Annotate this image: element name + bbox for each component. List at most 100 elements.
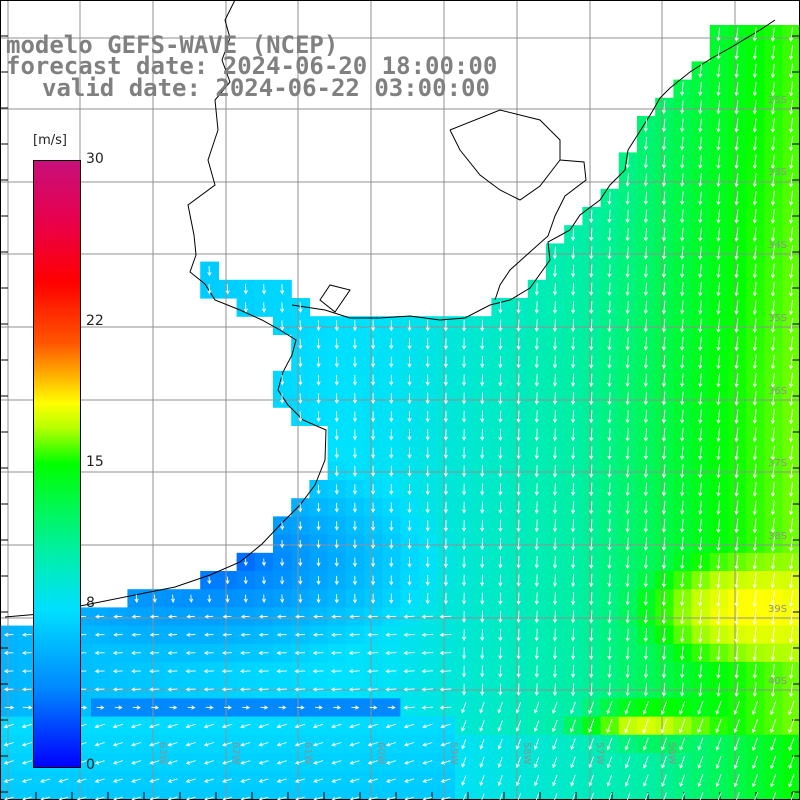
wind-arrow	[407, 593, 412, 605]
wind-arrow	[407, 356, 412, 368]
wind-arrow	[94, 632, 105, 637]
wind-arrow	[425, 483, 430, 496]
wind-arrow	[624, 737, 631, 751]
wind-arrow	[789, 190, 794, 206]
wind-arrow	[716, 154, 721, 170]
wind-arrow	[334, 465, 339, 477]
wind-arrow	[607, 646, 612, 661]
wind-arrow	[243, 284, 248, 295]
wind-arrow	[625, 519, 630, 533]
wind-arrow	[716, 409, 721, 425]
wind-arrow	[789, 354, 794, 370]
wind-arrow	[352, 393, 357, 405]
latitude-label: 33S	[768, 167, 787, 178]
wind-arrow	[280, 576, 285, 585]
wind-arrow	[240, 778, 251, 783]
wind-arrow	[589, 319, 594, 333]
wind-arrow	[439, 650, 452, 656]
wind-arrow	[607, 537, 612, 551]
wind-arrow	[752, 737, 759, 751]
wind-arrow	[643, 191, 648, 206]
wind-arrow	[770, 427, 776, 443]
wind-arrow	[58, 778, 69, 783]
wind-arrow	[152, 594, 157, 603]
wind-arrow	[203, 778, 214, 783]
wind-arrow	[149, 614, 159, 619]
wind-arrow	[770, 590, 775, 608]
wind-arrow	[770, 263, 776, 279]
latitude-label: 36S	[768, 386, 787, 397]
wind-arrow	[552, 355, 557, 369]
wind-arrow	[439, 669, 452, 674]
wind-cell	[18, 789, 37, 800]
wind-arrow	[222, 778, 233, 783]
wind-arrow	[752, 427, 757, 443]
wind-arrow	[680, 336, 685, 352]
wind-arrow	[407, 338, 412, 350]
wind-arrow	[788, 590, 794, 608]
wind-arrow	[294, 778, 305, 783]
wind-arrow	[258, 650, 269, 656]
wind-arrow	[497, 720, 503, 732]
wind-arrow	[462, 465, 467, 478]
wind-arrow	[316, 320, 321, 332]
longitude-label: 58W	[521, 742, 532, 765]
wind-arrow	[316, 484, 321, 495]
wind-arrow	[643, 173, 648, 187]
wind-arrow	[421, 650, 434, 656]
wind-arrow	[552, 555, 557, 569]
wind-arrow	[149, 687, 160, 692]
wind-arrow	[479, 720, 485, 732]
wind-cell	[236, 789, 256, 800]
wind-cell	[473, 789, 492, 800]
colorbar-tick-0: 0	[86, 757, 95, 773]
wind-arrow	[351, 705, 360, 710]
wind-arrow	[571, 301, 576, 315]
wind-arrow	[625, 355, 630, 369]
wind-arrow	[770, 626, 775, 644]
wind-arrow	[352, 484, 357, 495]
wind-arrow	[461, 738, 467, 750]
wind-arrow	[770, 300, 776, 316]
wind-arrow	[698, 482, 703, 497]
wind-arrow	[698, 173, 703, 188]
wind-arrow	[643, 409, 648, 424]
wind-arrow	[625, 464, 630, 479]
wind-arrow	[443, 410, 448, 423]
wind-arrow	[715, 700, 722, 715]
wind-arrow	[752, 172, 757, 188]
wind-arrow	[643, 500, 648, 515]
wind-arrow	[276, 650, 287, 656]
wind-arrow	[389, 374, 394, 386]
latitude-label: 34S	[768, 240, 787, 251]
wind-arrow	[552, 701, 558, 714]
wind-arrow	[770, 500, 776, 516]
wind-arrow	[789, 45, 794, 61]
wind-arrow	[294, 742, 306, 747]
wind-arrow	[770, 445, 776, 461]
wind-arrow	[643, 282, 648, 297]
wind-arrow	[552, 738, 558, 751]
wind-arrow	[770, 608, 775, 626]
wind-cell	[109, 789, 128, 800]
wind-arrow	[480, 337, 485, 351]
wind-arrow	[498, 483, 503, 496]
wind-arrow	[589, 628, 594, 642]
wind-arrow	[752, 590, 757, 608]
wind-arrow	[661, 245, 667, 260]
wind-arrow	[498, 647, 503, 660]
wind-arrow	[371, 429, 376, 441]
wind-arrow	[571, 264, 576, 278]
wind-arrow	[716, 282, 721, 297]
wind-cell	[582, 789, 602, 800]
wind-arrow	[425, 502, 430, 514]
wind-arrow	[552, 519, 557, 533]
wind-arrow	[94, 723, 105, 729]
title-line-3: valid date: 2024-06-22 03:00:00	[42, 74, 490, 102]
wind-arrow	[589, 519, 594, 533]
wind-arrow	[680, 227, 685, 242]
wind-arrow	[316, 539, 321, 549]
wind-arrow	[716, 554, 721, 570]
wind-arrow	[439, 687, 452, 692]
wind-arrow	[534, 555, 539, 569]
